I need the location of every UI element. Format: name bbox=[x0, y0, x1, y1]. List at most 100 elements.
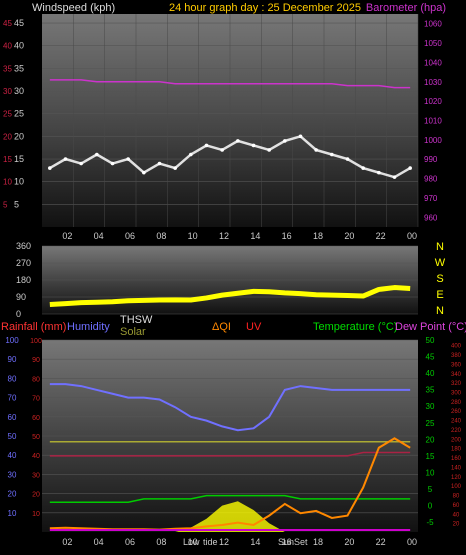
aqi-tick-label: 380 bbox=[451, 353, 462, 359]
windspeed-point bbox=[330, 152, 334, 157]
time-tick-label: 12 bbox=[219, 537, 229, 547]
temperature-tick-label: 5 bbox=[428, 485, 433, 494]
windspeed-tick-label: 5 bbox=[14, 199, 19, 209]
aqi-tick-label: 100 bbox=[451, 484, 462, 490]
windspeed-line bbox=[49, 134, 411, 179]
time-tick-label: 14 bbox=[250, 537, 260, 547]
uv-label: UV bbox=[246, 321, 262, 333]
gust-tick-label: 20 bbox=[3, 132, 12, 141]
barometer-tick-label: 1060 bbox=[424, 20, 442, 29]
aqi-tick-label: 160 bbox=[451, 456, 462, 462]
windspeed-axis-title: Windspeed (kph) bbox=[32, 2, 115, 14]
time-tick-label: 08 bbox=[156, 231, 166, 241]
windspeed-point bbox=[251, 143, 256, 148]
windspeed-tick-label: 45 bbox=[14, 18, 24, 28]
aqi-tick-label: 40 bbox=[453, 512, 460, 518]
sunset-marker: SunSet bbox=[278, 537, 308, 547]
aqi-tick-label: 240 bbox=[451, 419, 462, 425]
gust-tick-label: 35 bbox=[3, 64, 12, 73]
humidity-tick-label: 60 bbox=[8, 413, 17, 422]
direction-tick-label: 360 bbox=[16, 241, 31, 251]
temperature-tick-label: -5 bbox=[426, 518, 434, 527]
windspeed-point bbox=[298, 134, 303, 139]
rainfall-label: Rainfall (mm) bbox=[1, 321, 66, 333]
aqi-tick-label: 60 bbox=[453, 503, 460, 509]
windspeed-tick-label: 20 bbox=[14, 131, 24, 141]
aqi-tick-label: 140 bbox=[451, 465, 462, 471]
windspeed-point bbox=[126, 157, 130, 161]
humidity-tick-label: 100 bbox=[5, 336, 19, 345]
rain-tick-label: 80 bbox=[32, 376, 40, 383]
direction-tick-label: 270 bbox=[16, 258, 31, 268]
time-tick-label: 06 bbox=[125, 231, 135, 241]
barometer-tick-label: 1010 bbox=[424, 117, 442, 126]
aqi-tick-label: 180 bbox=[451, 447, 462, 453]
time-tick-label: 18 bbox=[313, 537, 323, 547]
barometer-tick-label: 990 bbox=[424, 155, 438, 164]
windspeed-point bbox=[314, 148, 318, 152]
temperature-tick-label: 25 bbox=[426, 419, 435, 428]
time-tick-label: 00 bbox=[407, 231, 417, 241]
temperature-line bbox=[49, 494, 411, 503]
time-tick-label: 02 bbox=[62, 231, 72, 241]
gust-tick-label: 30 bbox=[3, 87, 12, 96]
time-tick-label: 00 bbox=[407, 537, 417, 547]
windspeed-point bbox=[157, 161, 162, 166]
tide-marker: tide bbox=[203, 537, 218, 547]
solar-area bbox=[49, 501, 411, 532]
windspeed-tick-label: 30 bbox=[14, 86, 24, 96]
windspeed-tick-label: 25 bbox=[14, 109, 24, 119]
humidity-tick-label: 50 bbox=[8, 432, 17, 441]
compass-label: E bbox=[436, 289, 443, 301]
time-tick-label: 20 bbox=[344, 537, 354, 547]
aqi-tick-label: 340 bbox=[451, 372, 462, 378]
humidity-tick-label: 10 bbox=[8, 509, 17, 518]
barometer-tick-label: 980 bbox=[424, 175, 438, 184]
aqi-tick-label: 220 bbox=[451, 428, 462, 434]
time-tick-label: 10 bbox=[188, 231, 198, 241]
time-tick-label: 04 bbox=[94, 537, 104, 547]
barometer-tick-label: 970 bbox=[424, 194, 438, 203]
compass-label: N bbox=[436, 241, 444, 253]
time-tick-label: 20 bbox=[344, 231, 354, 241]
temperature-tick-label: 10 bbox=[426, 468, 435, 477]
windspeed-point bbox=[189, 152, 193, 157]
temperature-tick-label: 20 bbox=[426, 435, 435, 444]
humidity-tick-label: 90 bbox=[8, 355, 17, 364]
rain-tick-label: 60 bbox=[32, 415, 40, 422]
aqi-tick-label: 200 bbox=[451, 437, 462, 443]
barometer-line bbox=[49, 79, 411, 89]
humidity-tick-label: 70 bbox=[8, 394, 17, 403]
direction-tick-label: 90 bbox=[16, 292, 26, 302]
aqi-tick-label: 300 bbox=[451, 391, 462, 397]
windspeed-point bbox=[173, 166, 177, 170]
windspeed-point bbox=[392, 175, 397, 179]
time-tick-label: 22 bbox=[376, 537, 386, 547]
windspeed-point bbox=[142, 170, 146, 175]
humidity-tick-label: 80 bbox=[8, 374, 17, 383]
time-tick-label: 22 bbox=[376, 231, 386, 241]
aqi-tick-label: 280 bbox=[451, 400, 462, 406]
aqi-tick-label: 320 bbox=[451, 381, 462, 387]
windspeed-tick-label: 15 bbox=[14, 154, 24, 164]
aqi-tick-label: 80 bbox=[453, 494, 460, 500]
humidity-tick-label: 40 bbox=[8, 451, 17, 460]
barometer-tick-label: 1050 bbox=[424, 39, 442, 48]
windspeed-point bbox=[204, 143, 209, 148]
barometer-tick-label: 1040 bbox=[424, 58, 442, 67]
time-tick-label: 10 bbox=[188, 537, 198, 547]
windspeed-point bbox=[110, 161, 115, 166]
barometer-tick-label: 1020 bbox=[424, 97, 442, 106]
dewpoint-label: Dew Point (°C) bbox=[395, 321, 466, 333]
temperature-tick-label: 35 bbox=[426, 386, 435, 395]
gust-tick-label: 10 bbox=[3, 178, 12, 187]
time-tick-label: 12 bbox=[219, 231, 229, 241]
temperature-label: Temperature (°C) bbox=[313, 321, 397, 333]
time-tick-label: 18 bbox=[313, 231, 323, 241]
aqi-tick-label: 120 bbox=[451, 475, 462, 481]
time-tick-label: 04 bbox=[94, 231, 104, 241]
windspeed-tick-label: 40 bbox=[14, 41, 24, 51]
rain-tick-label: 70 bbox=[32, 396, 40, 403]
thsw-label: THSW bbox=[120, 314, 153, 326]
